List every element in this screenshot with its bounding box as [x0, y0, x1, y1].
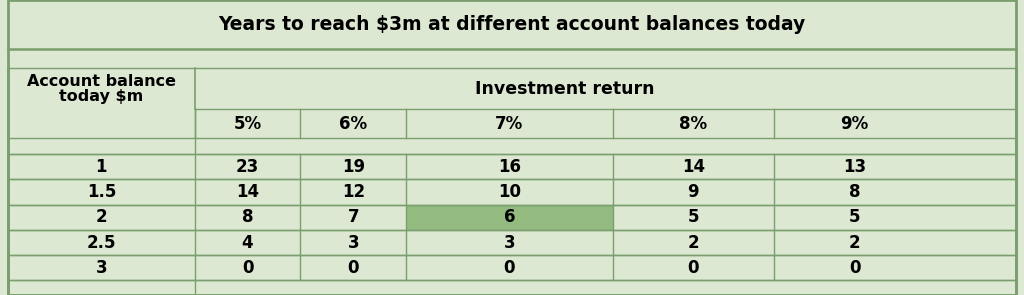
- Text: 10: 10: [498, 183, 521, 201]
- Text: 7%: 7%: [496, 114, 523, 132]
- Text: 0: 0: [688, 259, 699, 277]
- Text: 0: 0: [849, 259, 860, 277]
- Text: 0: 0: [347, 259, 359, 277]
- Text: 14: 14: [682, 158, 705, 176]
- Text: 6%: 6%: [339, 114, 368, 132]
- Text: 9%: 9%: [841, 114, 868, 132]
- Text: 19: 19: [342, 158, 365, 176]
- Bar: [8, 230, 1016, 255]
- Text: 3: 3: [347, 234, 359, 252]
- Bar: [407, 205, 612, 230]
- Text: 2.5: 2.5: [87, 234, 116, 252]
- Text: 8: 8: [242, 208, 253, 226]
- Text: 12: 12: [342, 183, 365, 201]
- Text: Account balance: Account balance: [27, 74, 176, 89]
- Text: 6: 6: [504, 208, 515, 226]
- Bar: [8, 109, 1016, 138]
- Bar: [8, 0, 1016, 49]
- Bar: [8, 68, 1016, 109]
- Text: 14: 14: [236, 183, 259, 201]
- Text: 7: 7: [347, 208, 359, 226]
- Text: 5%: 5%: [233, 114, 261, 132]
- Text: 8%: 8%: [679, 114, 708, 132]
- Text: Investment return: Investment return: [475, 80, 654, 98]
- Bar: [8, 49, 1016, 68]
- Bar: [8, 205, 1016, 230]
- Text: 1.5: 1.5: [87, 183, 116, 201]
- Text: 8: 8: [849, 183, 860, 201]
- Text: 1: 1: [95, 158, 108, 176]
- Text: Years to reach $3m at different account balances today: Years to reach $3m at different account …: [218, 15, 806, 34]
- Text: 5: 5: [849, 208, 860, 226]
- Bar: [8, 154, 1016, 179]
- Bar: [8, 179, 1016, 205]
- Bar: [8, 281, 1016, 295]
- Text: 13: 13: [843, 158, 866, 176]
- Text: 4: 4: [242, 234, 253, 252]
- Text: 3: 3: [504, 234, 515, 252]
- Bar: [8, 255, 1016, 281]
- Text: 23: 23: [236, 158, 259, 176]
- Text: 2: 2: [687, 234, 699, 252]
- Bar: [8, 138, 1016, 154]
- Text: 2: 2: [849, 234, 860, 252]
- Text: 5: 5: [688, 208, 699, 226]
- Text: 16: 16: [498, 158, 521, 176]
- Text: 9: 9: [687, 183, 699, 201]
- Text: 0: 0: [504, 259, 515, 277]
- Text: today $m: today $m: [59, 88, 143, 104]
- Text: 0: 0: [242, 259, 253, 277]
- Text: 2: 2: [95, 208, 108, 226]
- Text: 3: 3: [95, 259, 108, 277]
